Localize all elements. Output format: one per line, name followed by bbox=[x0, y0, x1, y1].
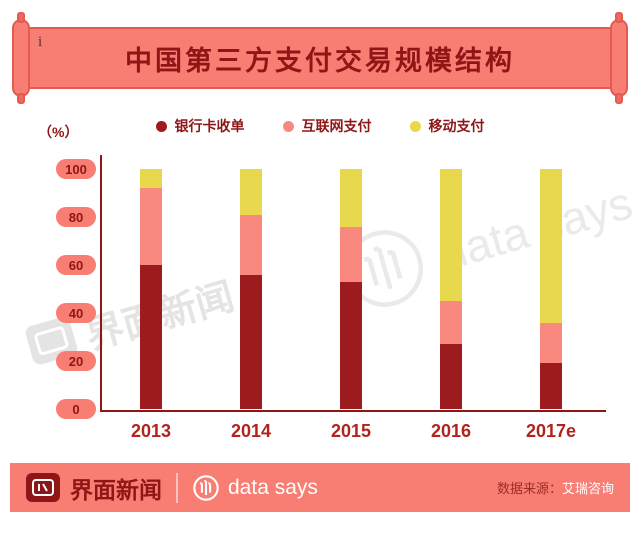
bar-segment-2014-互联网支付 bbox=[240, 214, 262, 275]
legend-item-0: 银行卡收单 bbox=[155, 116, 245, 136]
legend-item-2: 移动支付 bbox=[409, 116, 485, 136]
footer-datasays-label: data says bbox=[228, 475, 318, 499]
legend-label: 互联网支付 bbox=[301, 118, 372, 134]
bar-segment-2017e-银行卡收单 bbox=[540, 363, 562, 409]
x-label-2013: 2013 bbox=[130, 421, 172, 441]
bar-segment-2015-移动支付 bbox=[340, 169, 362, 227]
page-title: 中国第三方支付交易规模结构 bbox=[125, 45, 515, 76]
bar-segment-2013-互联网支付 bbox=[140, 188, 162, 265]
bar-segment-2013-移动支付 bbox=[140, 169, 162, 189]
bar-segment-2016-互联网支付 bbox=[440, 301, 462, 345]
data-source-value: 艾瑞咨询 bbox=[561, 481, 614, 496]
scroll-knob-icon bbox=[615, 12, 623, 23]
y-tick-80: 80 bbox=[56, 207, 96, 227]
data-source-label: 数据来源： bbox=[496, 481, 562, 496]
bar-segment-2015-银行卡收单 bbox=[340, 281, 362, 409]
bar-segment-2013-银行卡收单 bbox=[140, 265, 162, 409]
banner-body: 中国第三方支付交易规模结构 bbox=[28, 27, 612, 89]
bar-segment-2014-移动支付 bbox=[240, 169, 262, 215]
scroll-roll-left bbox=[12, 12, 30, 104]
jiemian-news-logo-icon bbox=[26, 473, 60, 502]
y-axis-unit-label: （%） bbox=[38, 124, 79, 140]
legend-dot-icon bbox=[155, 120, 167, 132]
bar-segment-2016-移动支付 bbox=[440, 169, 462, 301]
x-label-2015: 2015 bbox=[330, 421, 372, 441]
y-tick-100: 100 bbox=[56, 159, 96, 179]
bar-segment-2017e-移动支付 bbox=[540, 169, 562, 323]
y-tick-60: 60 bbox=[56, 255, 96, 275]
watermark-datasays-text: data says bbox=[433, 175, 638, 280]
footer-bar: 界面新闻 data says 数据来源：艾瑞咨询 bbox=[10, 463, 630, 512]
scroll-knob-icon bbox=[17, 12, 25, 23]
y-axis-line bbox=[100, 155, 102, 412]
x-axis-line bbox=[100, 410, 606, 412]
header-scroll-banner: 中国第三方支付交易规模结构 i bbox=[12, 10, 628, 106]
legend-dot-icon bbox=[282, 120, 294, 132]
y-tick-40: 40 bbox=[56, 303, 96, 323]
x-label-2016: 2016 bbox=[430, 421, 472, 441]
y-tick-0: 0 bbox=[56, 399, 96, 419]
legend-label: 银行卡收单 bbox=[174, 118, 245, 134]
footer-brand-name: 界面新闻 bbox=[70, 476, 162, 503]
bar-segment-2017e-互联网支付 bbox=[540, 322, 562, 364]
footer-divider bbox=[176, 472, 178, 503]
data-source: 数据来源：艾瑞咨询 bbox=[497, 478, 614, 497]
y-tick-20: 20 bbox=[56, 351, 96, 371]
legend: 银行卡收单 互联网支付 移动支付 bbox=[0, 116, 640, 136]
datasays-logo-icon bbox=[192, 474, 220, 502]
legend-item-1: 互联网支付 bbox=[282, 116, 372, 136]
scroll-roll-right bbox=[610, 12, 628, 104]
watermark-jiemian: 界面新闻 bbox=[22, 265, 239, 376]
scroll-knob-icon bbox=[615, 93, 623, 104]
scroll-knob-icon bbox=[17, 93, 25, 104]
legend-dot-icon bbox=[409, 120, 421, 132]
bar-segment-2015-互联网支付 bbox=[340, 226, 362, 282]
x-label-2017e: 2017e bbox=[525, 421, 577, 441]
watermark-datasays: data says bbox=[333, 158, 640, 325]
x-label-2014: 2014 bbox=[230, 421, 272, 441]
bar-segment-2014-银行卡收单 bbox=[240, 274, 262, 409]
banner-decor-mark: i bbox=[38, 34, 43, 50]
legend-label: 移动支付 bbox=[428, 118, 485, 134]
bar-segment-2016-银行卡收单 bbox=[440, 344, 462, 409]
